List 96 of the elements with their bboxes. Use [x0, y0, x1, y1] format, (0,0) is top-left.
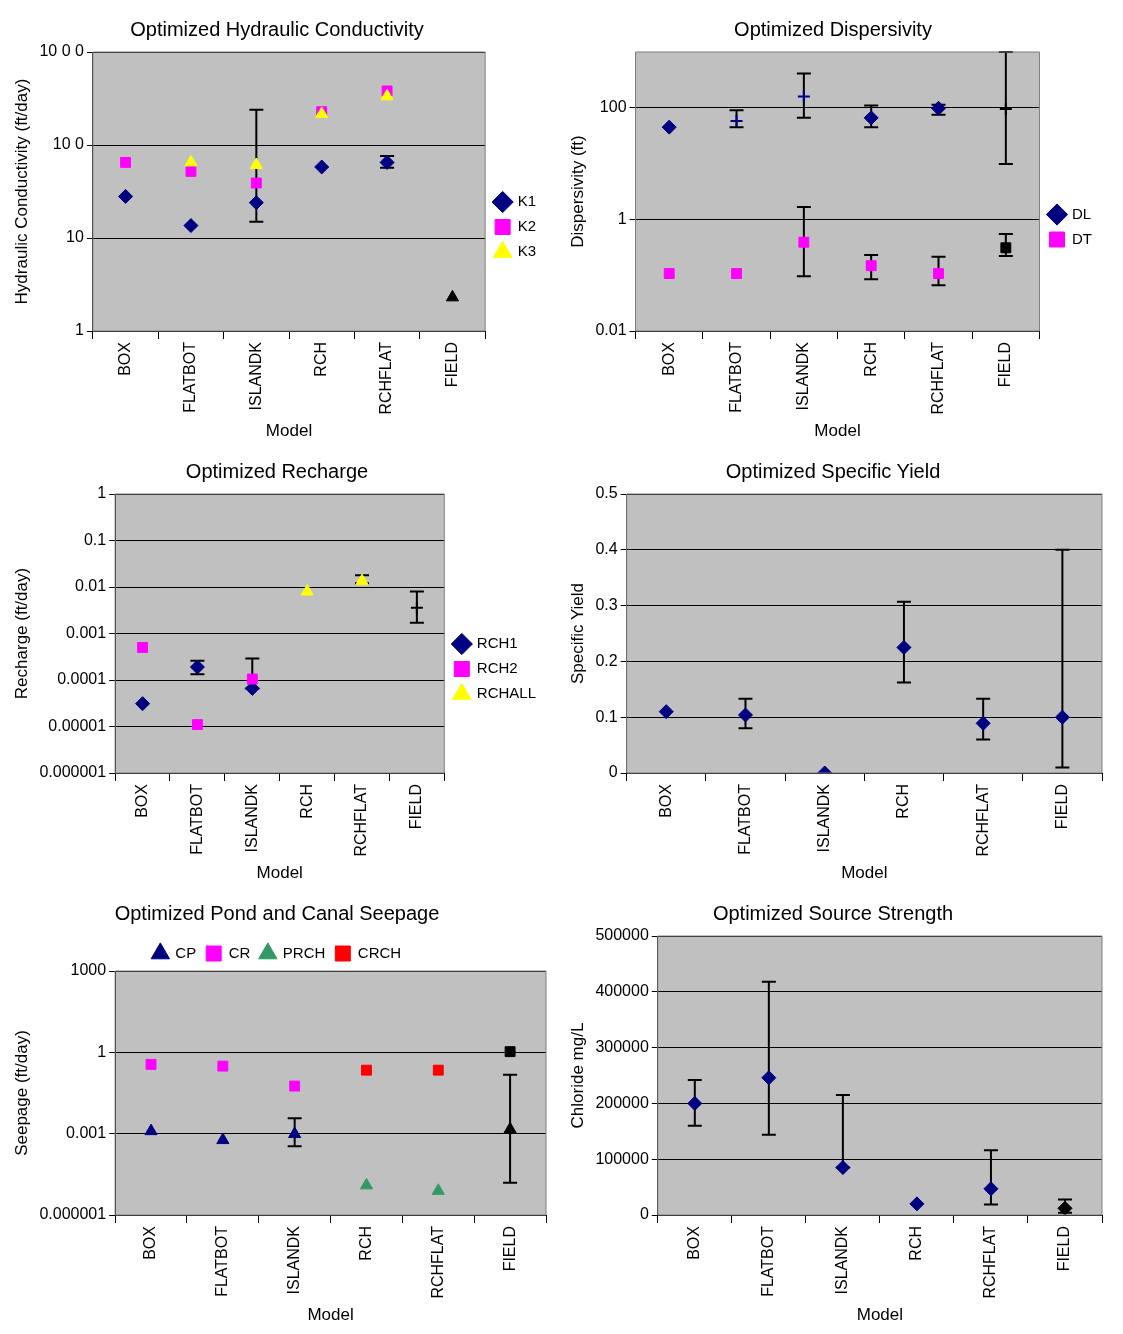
legend-label: CP: [175, 943, 197, 961]
x-tick-label: RCHFLAT: [981, 1225, 999, 1299]
x-axis-title: Model: [856, 1305, 904, 1325]
legend-label: CRCH: [357, 943, 402, 961]
x-tick-label: BOX: [685, 1225, 703, 1260]
x-tick-label: FIELD: [500, 1226, 518, 1272]
legend-label: DL: [1072, 204, 1092, 222]
y-tick-label: 500000: [595, 926, 649, 944]
x-tick-label: RCH: [356, 1226, 374, 1261]
x-tick-label: ISLANDK: [285, 1225, 303, 1295]
x-tick-label: RCH: [297, 784, 315, 819]
y-tick-label: 1: [74, 321, 84, 339]
y-tick-label: 0.5: [595, 484, 618, 502]
x-tick-label: ISLANDK: [246, 341, 264, 411]
x-tick-label: RCH: [861, 342, 879, 377]
y-tick-label: 400000: [595, 982, 649, 1000]
x-tick-label: ISLANDK: [815, 783, 833, 853]
x-tick-label: BOX: [659, 341, 677, 376]
y-tick-label: 1000: [70, 961, 107, 979]
y-axis-title: Hydraulic Conductivity (ft/day): [11, 78, 31, 305]
x-tick-label: BOX: [656, 783, 674, 818]
legend-label: RCH1: [476, 634, 518, 652]
x-axis-title: Model: [307, 1305, 354, 1325]
y-tick-label: 1: [617, 209, 627, 227]
y-axis-title: Recharge (ft/day): [11, 567, 31, 700]
chart-title: Optimized Dispersivity: [734, 17, 932, 40]
x-tick-label: BOX: [115, 341, 133, 376]
y-tick-label: 300000: [595, 1038, 649, 1056]
y-tick-label: 10 0 0: [39, 42, 84, 60]
y-tick-label: 0.01: [595, 321, 627, 339]
x-tick-label: FLATBOT: [187, 783, 205, 855]
y-tick-label: 0.001: [66, 623, 107, 641]
y-tick-label: 0.01: [74, 577, 107, 595]
legend-label: DT: [1072, 229, 1092, 247]
x-tick-label: FLATBOT: [213, 1225, 231, 1297]
chart-title: Optimized Recharge: [185, 459, 369, 482]
x-tick-label: FLATBOT: [726, 341, 744, 413]
y-tick-label: 0.000001: [39, 763, 107, 781]
y-tick-label: 0.1: [83, 530, 107, 548]
x-tick-label: FLATBOT: [759, 1225, 777, 1297]
x-tick-label: FLATBOT: [735, 783, 753, 855]
x-tick-label: RCHFLAT: [928, 341, 946, 415]
y-axis-title: Seepage (ft/day): [11, 1030, 31, 1156]
x-tick-label: ISLANDK: [242, 783, 260, 853]
x-tick-label: FIELD: [996, 342, 1014, 388]
x-tick-label: RCHFLAT: [377, 341, 395, 415]
y-tick-label: 100: [599, 98, 627, 116]
y-axis-title: Dispersivity (ft): [567, 135, 587, 248]
y-axis-title: Specific Yield: [567, 582, 587, 685]
x-tick-label: FIELD: [1052, 784, 1070, 830]
x-tick-label: RCHFLAT: [352, 783, 370, 857]
x-tick-label: RCHFLAT: [973, 783, 991, 857]
y-tick-label: 0.0001: [57, 670, 107, 688]
x-tick-label: FIELD: [442, 342, 460, 388]
x-tick-label: ISLANDK: [833, 1225, 851, 1295]
chart-title: Optimized Source Strength: [712, 901, 954, 924]
y-tick-label: 0.3: [595, 596, 618, 614]
y-tick-label: 200000: [595, 1093, 649, 1111]
x-tick-label: ISLANDK: [794, 341, 812, 411]
y-tick-label: 0.000001: [39, 1205, 107, 1223]
x-tick-label: RCH: [907, 1226, 925, 1261]
x-tick-label: RCH: [312, 342, 330, 377]
x-tick-label: RCHFLAT: [428, 1225, 446, 1299]
x-axis-title: Model: [256, 863, 303, 883]
y-tick-label: 10 0: [52, 135, 84, 153]
y-tick-label: 0.00001: [48, 716, 107, 734]
y-tick-label: 10: [66, 228, 84, 246]
y-tick-label: 100000: [595, 1149, 649, 1167]
x-tick-label: FIELD: [407, 784, 425, 830]
x-tick-label: FLATBOT: [181, 341, 199, 413]
chart-title: Optimized Specific Yield: [725, 459, 941, 482]
legend-label: K2: [517, 217, 537, 235]
x-tick-label: RCH: [894, 784, 912, 819]
x-tick-label: BOX: [141, 1225, 159, 1260]
legend-label: K1: [517, 192, 537, 210]
y-tick-label: 0.2: [595, 651, 618, 669]
chart-title: Optimized Pond and Canal Seepage: [114, 901, 440, 924]
x-axis-title: Model: [841, 863, 888, 883]
legend-label: RCH2: [476, 659, 518, 677]
x-tick-label: BOX: [132, 783, 150, 818]
y-tick-label: 0: [639, 1205, 649, 1223]
legend-label: RCHALL: [476, 684, 536, 702]
x-tick-label: FIELD: [1055, 1226, 1073, 1272]
y-tick-label: 0.1: [595, 707, 618, 725]
y-axis-title: Chloride mg/L: [567, 1022, 587, 1129]
y-tick-label: 0.4: [595, 540, 618, 558]
y-tick-label: 1: [97, 1042, 107, 1060]
legend-label: K3: [517, 242, 537, 260]
y-tick-label: 0: [608, 763, 618, 781]
x-axis-title: Model: [265, 421, 313, 441]
legend-label: CR: [228, 943, 251, 961]
legend-label: PRCH: [282, 943, 326, 961]
x-axis-title: Model: [814, 421, 861, 441]
chart-title: Optimized Hydraulic Conductivity: [130, 17, 424, 40]
y-tick-label: 1: [97, 484, 107, 502]
y-tick-label: 0.001: [66, 1124, 107, 1142]
